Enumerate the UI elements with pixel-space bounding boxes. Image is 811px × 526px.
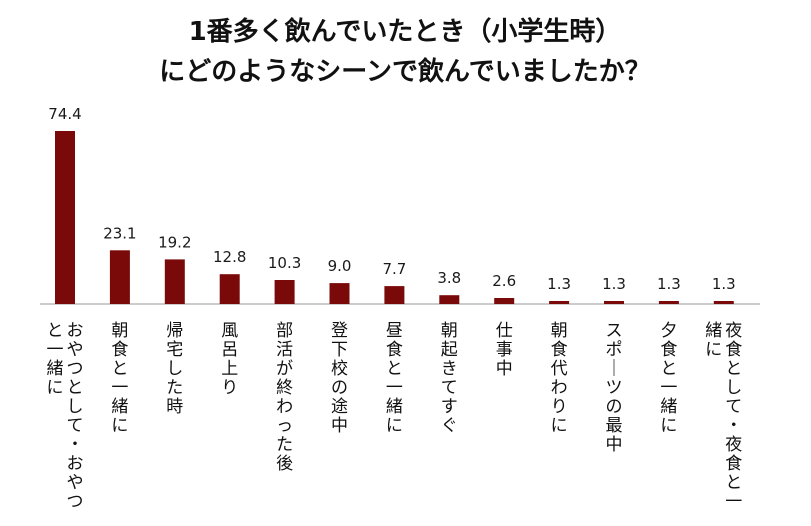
bar-5 [329,283,350,304]
bar-6 [384,286,405,304]
bar-3 [219,274,240,304]
category-label-11-line-0: 夕食と一緒に [660,321,677,436]
category-label-2: 帰宅した時 [166,321,183,417]
category-label-7-line-0: 朝起きてすぐ [441,321,458,436]
category-label-6: 昼食と一緒に [386,321,403,436]
bar-7 [439,295,460,304]
bar-8 [494,298,515,304]
category-label-4: 部活が終わった後 [276,321,293,474]
category-label-4-line-0: 部活が終わった後 [276,321,293,474]
category-label-1: 朝食と一緒に [111,321,128,436]
category-label-10-line-0: スポ｜ツの最中 [606,321,623,455]
value-label-3: 12.8 [213,248,246,266]
value-label-1: 23.1 [103,224,136,242]
category-label-0-line-1: と一緒に [47,321,64,398]
category-label-3-line-0: 風呂上り [221,321,238,398]
bar-2 [164,259,185,304]
chart-title: 1番多く飲んでいたとき（小学生時） にどのようなシーンで飲んでいましたか？ [159,16,650,87]
category-label-1-line-0: 朝食と一緒に [111,321,128,436]
value-label-9: 1.3 [547,275,571,293]
value-label-4: 10.3 [268,254,301,272]
chart-title-line-2: にどのようなシーンで飲んでいましたか？ [159,56,650,87]
bar-9 [549,301,570,304]
category-label-8: 仕事中 [496,321,513,379]
value-label-8: 2.6 [492,272,516,290]
bar-11 [658,301,679,304]
value-label-0: 74.4 [48,105,81,123]
value-label-11: 1.3 [657,275,681,293]
value-label-12: 1.3 [712,275,736,293]
bar-12 [713,301,734,304]
category-label-5: 登下校の途中 [331,321,348,436]
chart-title-line-1: 1番多く飲んでいたとき（小学生時） [189,16,622,47]
category-label-11: 夕食と一緒に [660,321,677,436]
category-label-0-line-0: おやつとして・おやつ [67,321,84,512]
value-label-5: 9.0 [328,257,352,275]
category-label-6-line-0: 昼食と一緒に [386,321,403,436]
bar-1 [109,250,130,304]
category-label-7: 朝起きてすぐ [441,321,458,436]
category-label-10: スポ｜ツの最中 [606,321,623,455]
category-label-2-line-0: 帰宅した時 [166,321,183,417]
category-label-3: 風呂上り [221,321,238,398]
category-label-9: 朝食代わりに [551,321,568,436]
value-label-7: 3.8 [437,269,461,287]
category-label-5-line-0: 登下校の途中 [331,321,348,436]
bar-10 [604,301,624,304]
category-label-12-line-0: 夜食として・夜食と一 [725,321,742,512]
category-label-12-line-1: 緒に [705,321,722,360]
bars-group [55,131,734,304]
bar-4 [274,280,295,304]
value-label-2: 19.2 [158,233,191,251]
category-label-9-line-0: 朝食代わりに [551,321,568,436]
value-label-6: 7.7 [382,260,406,278]
value-labels-group: 74.4 23.1 19.2 12.8 10.3 9.0 7.7 3.8 2.6 1.3 1.3 1.… [48,105,735,293]
category-label-8-line-0: 仕事中 [496,321,513,379]
bar-0 [55,131,75,304]
value-label-10: 1.3 [602,275,626,293]
